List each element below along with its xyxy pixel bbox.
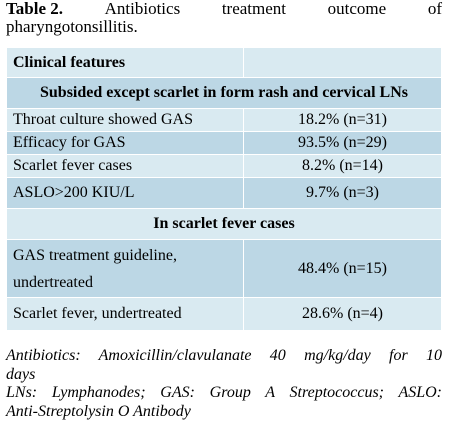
table-caption: Table 2. Antibiotics treatment outcome o… (6, 0, 442, 36)
caption-word-4: of (427, 0, 442, 18)
section-1-title: Subsided except scarlet in form rash and… (6, 77, 442, 109)
value-cell: 9.7% (n=3) (243, 177, 442, 209)
feature-cell: Efficacy for GAS (6, 131, 244, 155)
value-cell: 28.6% (n=4) (243, 297, 442, 331)
caption-word-2: treatment (221, 0, 287, 18)
header-value (243, 47, 442, 78)
value-cell: 93.5% (n=29) (243, 131, 442, 155)
feature-line-1: GAS treatment guideline, (13, 246, 177, 264)
value-cell: 48.4% (n=15) (243, 239, 442, 298)
table-row: ASLO>200 KIU/L 9.7% (n=3) (6, 177, 442, 209)
table-row: Scarlet fever, undertreated 28.6% (n=4) (6, 297, 442, 331)
feature-cell: Scarlet fever, undertreated (6, 297, 244, 331)
value-cell: 8.2% (n=14) (243, 154, 442, 178)
feature-cell: Throat culture showed GAS (6, 108, 244, 132)
caption-line-2: pharyngotonsillitis. (6, 17, 138, 36)
table-footnotes: Antibiotics: Amoxicillin/clavulanate 40 … (6, 347, 442, 421)
footnote-abbreviations: LNs: Lymphanodes; GAS: Group A Streptoco… (6, 384, 442, 401)
header-clinical-features: Clinical features (6, 47, 244, 78)
feature-cell: GAS treatment guideline, undertreated (6, 239, 244, 298)
caption-word-3: outcome (327, 0, 387, 18)
section-2-title-row: In scarlet fever cases (6, 208, 442, 240)
footnote-antibiotics-cont: days (6, 365, 36, 383)
table-header-row: Clinical features (6, 47, 442, 78)
caption-word-1: Antibiotics (104, 0, 181, 18)
outcome-table: Clinical features Subsided except scarle… (6, 47, 442, 331)
value-cell: 18.2% (n=31) (243, 108, 442, 132)
feature-line-2: undertreated (13, 273, 93, 291)
footnote-abbreviations-cont: Anti-Streptolysin O Antibody (6, 402, 191, 420)
table-row: Scarlet fever cases 8.2% (n=14) (6, 154, 442, 178)
table-row: Efficacy for GAS 93.5% (n=29) (6, 131, 442, 155)
footnote-antibiotics: Antibiotics: Amoxicillin/clavulanate 40 … (6, 347, 442, 364)
section-2-title: In scarlet fever cases (6, 208, 442, 240)
table-row: Throat culture showed GAS 18.2% (n=31) (6, 108, 442, 132)
feature-cell: ASLO>200 KIU/L (6, 177, 244, 209)
caption-line-1: Table 2. Antibiotics treatment outcome o… (6, 0, 442, 18)
section-1-title-row: Subsided except scarlet in form rash and… (6, 77, 442, 109)
caption-label: Table 2. (6, 0, 64, 18)
table-row: GAS treatment guideline, undertreated 48… (6, 239, 442, 298)
feature-cell: Scarlet fever cases (6, 154, 244, 178)
